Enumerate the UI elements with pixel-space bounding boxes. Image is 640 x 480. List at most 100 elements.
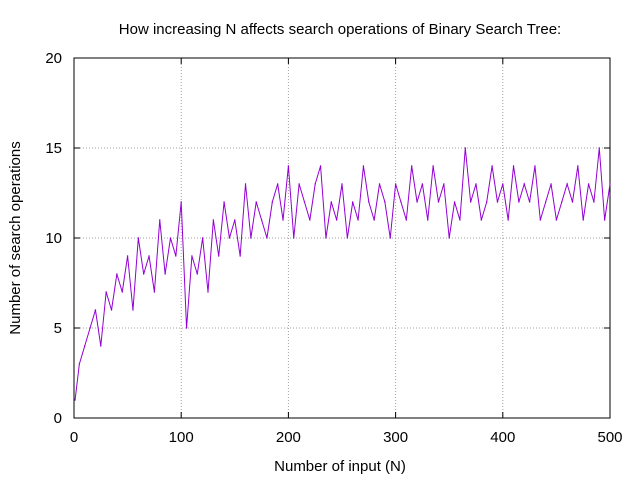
chart-title: How increasing N affects search operatio… <box>119 21 561 38</box>
y-tick-label: 10 <box>45 230 62 247</box>
data-point <box>94 309 97 311</box>
data-point <box>298 183 300 185</box>
y-tick-label: 0 <box>54 410 62 427</box>
y-axis-label: Number of search operations <box>7 141 24 334</box>
data-point <box>507 219 509 221</box>
data-point <box>218 255 220 257</box>
data-point <box>464 147 466 149</box>
data-point <box>287 165 290 167</box>
data-point <box>341 183 343 185</box>
data-point <box>593 201 595 203</box>
data-point <box>164 273 166 275</box>
series-line <box>74 147 611 401</box>
data-point <box>266 237 268 239</box>
data-point <box>207 291 209 293</box>
data-point <box>459 219 461 221</box>
data-point <box>352 201 354 203</box>
data-point <box>244 183 247 185</box>
x-tick-label: 300 <box>383 429 408 446</box>
data-point <box>555 219 558 221</box>
data-point <box>201 237 204 239</box>
data-point <box>453 201 456 203</box>
data-point <box>116 273 118 275</box>
data-point <box>437 201 440 203</box>
ticks: 0 100 200 300 400 500 0 5 10 15 20 <box>45 50 622 446</box>
data-point <box>89 327 91 329</box>
data-point <box>491 165 493 167</box>
data-point <box>571 201 574 203</box>
data-point <box>314 183 316 185</box>
data-point <box>142 273 145 275</box>
data-point <box>276 183 279 185</box>
data-point <box>609 183 611 185</box>
data-point <box>260 219 263 221</box>
data-point <box>126 255 129 257</box>
data-point <box>486 201 488 203</box>
data-point <box>577 165 579 167</box>
data-point <box>212 219 215 221</box>
data-point <box>282 219 284 221</box>
data-point <box>250 237 252 239</box>
data-point <box>480 219 483 221</box>
x-tick-label: 400 <box>490 429 515 446</box>
data-point <box>523 183 525 185</box>
data-point <box>271 201 274 203</box>
data-point <box>180 201 182 203</box>
data-point <box>346 237 349 239</box>
data-point <box>528 201 531 203</box>
data-point <box>330 201 332 203</box>
series-layer <box>74 147 611 401</box>
data-point <box>325 237 327 239</box>
data-point <box>475 183 477 185</box>
data-point <box>169 237 172 239</box>
data-point <box>405 219 408 221</box>
series-0 <box>74 147 611 401</box>
data-point <box>502 183 504 185</box>
data-point <box>153 291 156 293</box>
data-point <box>534 165 536 167</box>
data-point <box>561 201 563 203</box>
data-point <box>110 309 113 311</box>
data-point <box>74 399 76 401</box>
y-tick-label: 5 <box>54 320 62 337</box>
data-point <box>293 237 295 239</box>
data-point <box>421 183 424 185</box>
data-point <box>378 183 381 185</box>
data-point <box>512 165 515 167</box>
data-point <box>400 201 402 203</box>
data-point <box>443 183 445 185</box>
y-tick-label: 20 <box>45 50 62 67</box>
data-point <box>105 291 107 293</box>
data-point <box>389 237 391 239</box>
y-tick-label: 15 <box>45 140 62 157</box>
data-point <box>357 219 359 221</box>
data-point <box>84 345 86 347</box>
data-point <box>539 219 542 221</box>
x-tick-label: 500 <box>597 429 622 446</box>
data-point <box>175 255 177 257</box>
data-point <box>394 183 397 185</box>
data-point <box>234 219 236 221</box>
data-point <box>598 147 600 149</box>
data-point <box>121 291 123 293</box>
data-point <box>566 183 568 185</box>
data-point <box>384 201 386 203</box>
data-point <box>191 255 193 257</box>
data-point <box>427 219 429 221</box>
data-point <box>373 219 375 221</box>
data-point <box>432 165 434 167</box>
data-point <box>518 201 520 203</box>
data-point <box>303 201 306 203</box>
data-point <box>239 255 241 257</box>
grid <box>74 58 610 418</box>
data-point <box>137 237 140 239</box>
data-point <box>550 183 552 185</box>
data-point <box>335 219 338 221</box>
data-point <box>587 183 590 185</box>
data-point <box>228 237 231 239</box>
data-point <box>132 309 134 311</box>
data-point <box>100 345 102 347</box>
data-point <box>309 219 311 221</box>
data-point <box>319 165 322 167</box>
